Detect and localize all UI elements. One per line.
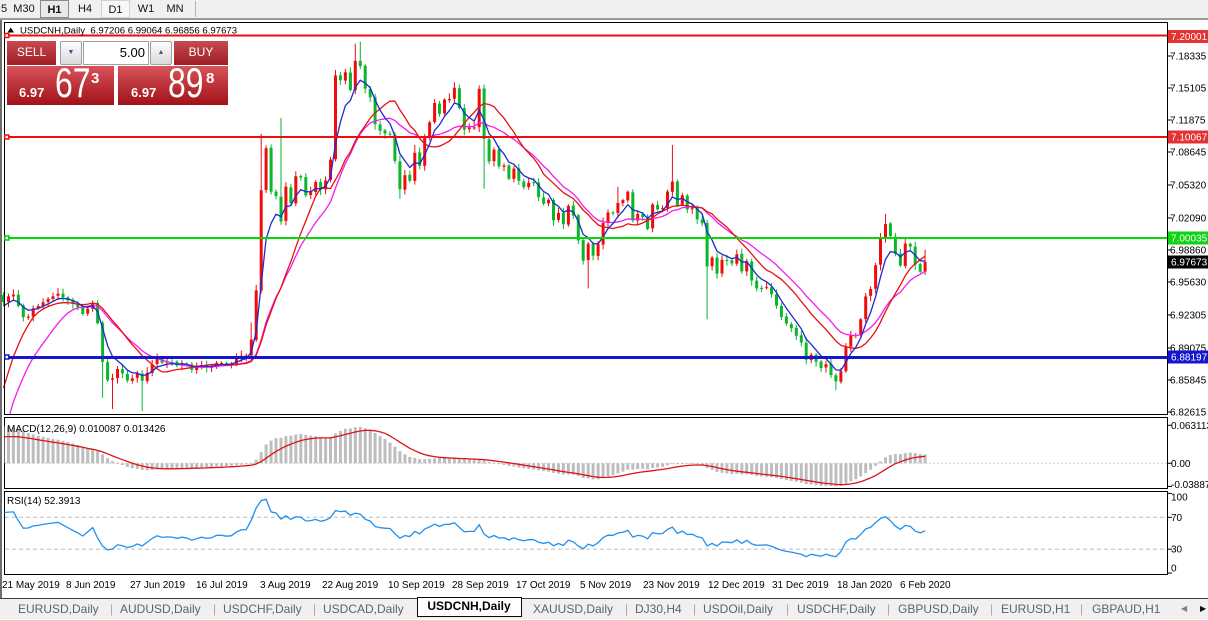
svg-text:31 Dec 2019: 31 Dec 2019 — [772, 580, 829, 591]
svg-text:0: 0 — [1171, 564, 1177, 575]
svg-text:-0.038877: -0.038877 — [1171, 480, 1208, 491]
svg-text:27 Jun 2019: 27 Jun 2019 — [130, 580, 185, 591]
svg-text:7.11875: 7.11875 — [1170, 116, 1206, 127]
svg-text:100: 100 — [1171, 493, 1188, 504]
svg-text:17 Oct 2019: 17 Oct 2019 — [516, 580, 571, 591]
svg-text:6.92305: 6.92305 — [1170, 311, 1207, 322]
svg-text:7.02090: 7.02090 — [1170, 214, 1207, 225]
svg-text:7.18335: 7.18335 — [1170, 52, 1207, 63]
svg-text:30: 30 — [1171, 545, 1183, 556]
svg-text:7.15105: 7.15105 — [1170, 84, 1207, 95]
svg-text:MACD(12,26,9) 0.010087 0.01342: MACD(12,26,9) 0.010087 0.013426 — [7, 424, 166, 435]
svg-text:6.95630: 6.95630 — [1170, 278, 1207, 289]
svg-text:10 Sep 2019: 10 Sep 2019 — [388, 580, 445, 591]
svg-text:6.89075: 6.89075 — [1170, 344, 1207, 355]
svg-text:6.98860: 6.98860 — [1170, 246, 1207, 257]
svg-text:RSI(14) 52.3913: RSI(14) 52.3913 — [7, 496, 81, 507]
svg-text:21 May 2019: 21 May 2019 — [2, 580, 60, 591]
svg-text:18 Jan 2020: 18 Jan 2020 — [837, 580, 892, 591]
svg-text:6.82615: 6.82615 — [1170, 408, 1207, 419]
svg-text:8 Jun 2019: 8 Jun 2019 — [66, 580, 116, 591]
svg-text:3 Aug 2019: 3 Aug 2019 — [260, 580, 311, 591]
svg-text:7.05320: 7.05320 — [1170, 181, 1207, 192]
svg-text:7.08645: 7.08645 — [1170, 148, 1207, 159]
svg-text:22 Aug 2019: 22 Aug 2019 — [322, 580, 379, 591]
svg-text:6.88197: 6.88197 — [1171, 353, 1208, 364]
svg-text:5 Nov 2019: 5 Nov 2019 — [580, 580, 632, 591]
svg-text:6.97673: 6.97673 — [1171, 258, 1208, 269]
svg-text:12 Dec 2019: 12 Dec 2019 — [708, 580, 765, 591]
svg-text:7.20001: 7.20001 — [1171, 32, 1208, 43]
svg-text:6.85845: 6.85845 — [1170, 376, 1207, 387]
svg-text:0.00: 0.00 — [1171, 459, 1191, 470]
svg-text:6 Feb 2020: 6 Feb 2020 — [900, 580, 951, 591]
svg-text:70: 70 — [1171, 513, 1183, 524]
svg-text:16 Jul 2019: 16 Jul 2019 — [196, 580, 248, 591]
svg-text:7.10067: 7.10067 — [1171, 133, 1208, 144]
svg-text:7.00035: 7.00035 — [1171, 234, 1208, 245]
svg-text:USDCNH,Daily 6.97206 6.99064: USDCNH,Daily 6.97206 6.99064 6.96856 6.9… — [20, 26, 237, 37]
svg-text:23 Nov 2019: 23 Nov 2019 — [643, 580, 700, 591]
svg-text:28 Sep 2019: 28 Sep 2019 — [452, 580, 509, 591]
svg-text:0.063113: 0.063113 — [1171, 421, 1208, 432]
